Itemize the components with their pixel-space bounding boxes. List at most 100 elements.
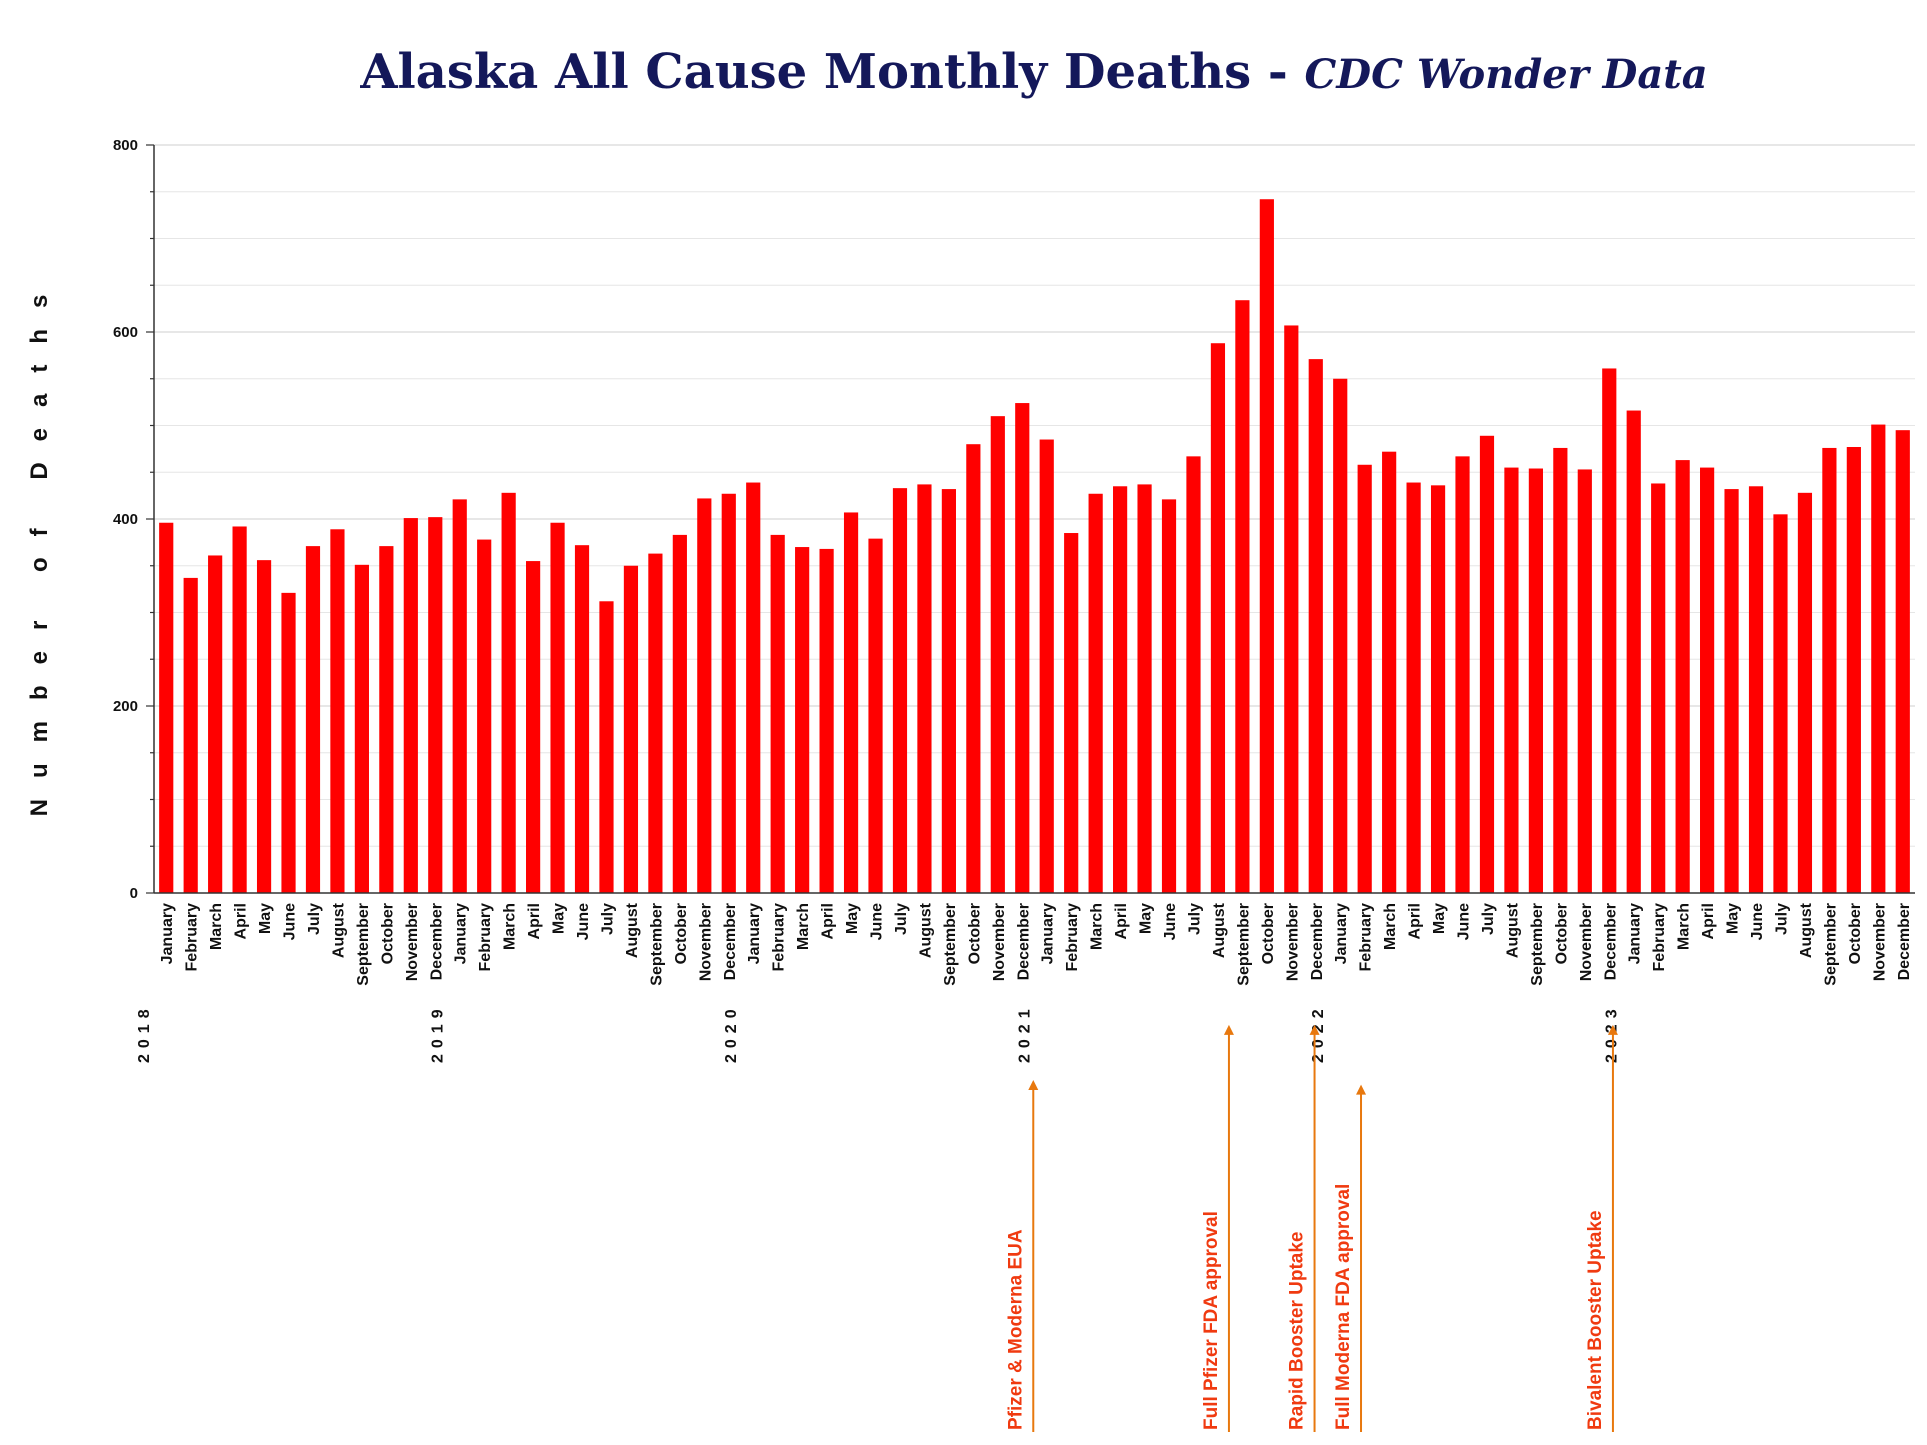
bar [648, 553, 663, 893]
bar [1773, 514, 1788, 893]
bar [770, 534, 785, 893]
bar [354, 564, 369, 893]
bar [1822, 447, 1837, 893]
bar [1504, 467, 1519, 893]
bar [1602, 368, 1617, 894]
x-tick-label: February [184, 903, 201, 972]
bar [966, 444, 981, 893]
bar [1284, 325, 1299, 894]
bar [574, 545, 590, 893]
year-labels: 201820192020202120222023 [136, 1003, 1620, 1063]
bar [1651, 483, 1666, 893]
x-tick-label: December [722, 903, 739, 980]
y-tick-label: 200 [113, 698, 138, 715]
bar [1235, 300, 1250, 894]
x-tick-label: March [1676, 903, 1693, 950]
y-tick-label: 600 [113, 324, 138, 341]
x-tick-label: May [1725, 903, 1742, 934]
x-tick-label: October [673, 903, 690, 964]
x-tick-label: August [330, 902, 347, 958]
bar [1088, 493, 1103, 893]
x-tick-label: May [844, 903, 861, 934]
x-tick-label: September [1822, 903, 1839, 986]
bar [159, 522, 174, 893]
x-tick-label: June [1749, 903, 1766, 940]
bar [1259, 199, 1274, 894]
annotation-label: Rapid Booster Uptake [1287, 1232, 1308, 1430]
bar [1797, 492, 1813, 893]
bar [281, 592, 296, 893]
x-tick-label: June [869, 903, 886, 940]
bar [1210, 343, 1226, 894]
annotation-arrowhead [1309, 1024, 1320, 1035]
x-tick-label: September [942, 903, 959, 986]
x-tick-label: January [1627, 903, 1644, 964]
bar [183, 577, 198, 893]
bar [403, 518, 418, 893]
x-tick-label: December [1015, 903, 1032, 980]
annotation-arrowhead [1028, 1080, 1039, 1090]
bar [746, 482, 761, 893]
x-tick-label: January [453, 903, 470, 964]
bar [208, 555, 223, 893]
bar [1333, 378, 1348, 893]
x-tick-label: December [1896, 903, 1913, 980]
bar [1626, 410, 1641, 893]
bar [1724, 489, 1739, 893]
bar [232, 526, 247, 893]
bar [550, 522, 565, 893]
x-tick-label: September [1235, 903, 1252, 986]
annotations: Pfizer & Moderna EUA Full Pfizer FDA appr… [1005, 1024, 1618, 1432]
y-axis-label: Number of Deaths [26, 274, 53, 817]
x-tick-label: April [1700, 903, 1717, 939]
x-tick-label: November [697, 903, 714, 981]
bar [1895, 430, 1910, 893]
bar [330, 529, 345, 893]
bar [1308, 359, 1323, 893]
x-tick-label: March [208, 903, 225, 950]
x-tick-label: February [477, 903, 494, 972]
x-tick-label: December [1309, 903, 1326, 980]
x-tick-label: February [1064, 903, 1081, 972]
x-tick-label: February [1358, 903, 1375, 972]
bar [1675, 460, 1690, 893]
chart-title-subtitle: CDC Wonder Data [1305, 51, 1708, 98]
bar [379, 546, 394, 893]
bars [159, 199, 1910, 894]
x-tick-label: January [746, 903, 763, 964]
bar [1406, 482, 1421, 893]
x-tick-label: November [1284, 903, 1301, 981]
bar [1382, 451, 1397, 893]
x-tick-label: March [795, 903, 812, 950]
x-tick-label: August [624, 902, 641, 958]
year-label: 2020 [723, 1003, 740, 1063]
bar [1748, 486, 1764, 893]
bar [501, 492, 516, 893]
bar [477, 539, 492, 893]
x-tick-label: July [893, 903, 910, 935]
bar [305, 546, 321, 893]
bar [868, 538, 883, 893]
bar [819, 548, 834, 893]
x-tick-label: July [1186, 903, 1203, 935]
x-tick-label: May [1138, 903, 1155, 934]
x-tick-label: September [355, 903, 372, 986]
bar [1015, 403, 1030, 893]
x-tick-label: April [1113, 903, 1130, 939]
year-label: 2021 [1017, 1003, 1034, 1063]
chart-title-main: Alaska All Cause Monthly Deaths - [359, 44, 1304, 100]
x-tick-label: August [1211, 902, 1228, 958]
bar [941, 489, 956, 893]
bar [1430, 485, 1446, 893]
chart-title: Alaska All Cause Monthly Deaths - CDC Wo… [359, 44, 1707, 100]
year-label: 2018 [136, 1003, 153, 1063]
bar [623, 565, 639, 893]
x-tick-label: October [1847, 903, 1864, 964]
bar [1161, 499, 1177, 893]
x-tick-label: May [257, 903, 274, 934]
x-tick-label: September [1529, 903, 1546, 986]
bar [1455, 456, 1470, 893]
annotation-label: Bivalent Booster Uptake [1585, 1210, 1606, 1430]
bar [990, 416, 1005, 893]
